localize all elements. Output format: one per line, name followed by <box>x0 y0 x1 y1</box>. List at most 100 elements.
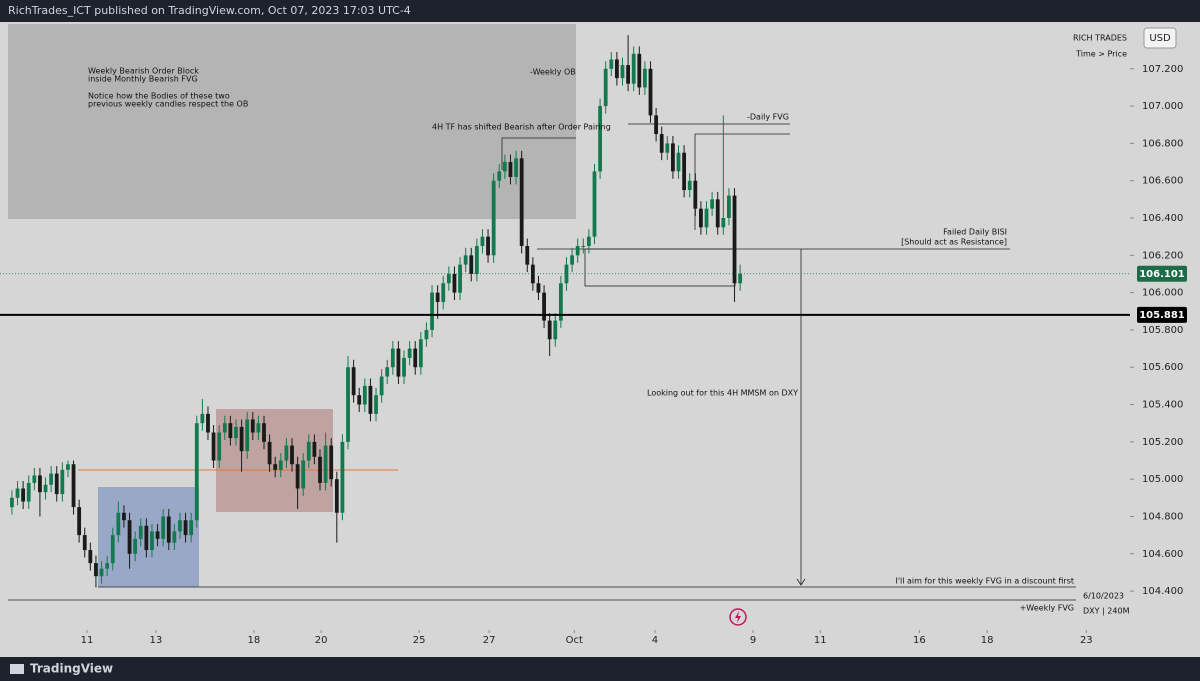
y-tick-label: 106.600 <box>1142 176 1183 187</box>
candle-body <box>94 563 98 577</box>
x-tick-label: 18 <box>981 635 994 646</box>
annotation: Looking out for this 4H MMSM on DXY <box>647 389 798 398</box>
candle-body <box>368 385 373 414</box>
annotation: Weekly Bearish Order Block <box>88 67 199 76</box>
candle-body <box>687 180 692 191</box>
weekly-ob-box <box>8 24 576 219</box>
events-icon[interactable] <box>729 608 747 626</box>
candle-body <box>54 473 59 495</box>
candle-body <box>430 292 434 330</box>
candle-body <box>256 423 261 433</box>
y-tick-label: 106.400 <box>1142 213 1183 224</box>
candle-body <box>346 367 350 442</box>
price-label: 105.881 <box>1139 310 1185 321</box>
info: DXY | 240M <box>1083 607 1130 616</box>
y-tick-label: 106.000 <box>1142 288 1183 299</box>
candle-body <box>654 115 659 135</box>
candle-body <box>547 320 552 340</box>
candle-body <box>329 445 334 480</box>
annotation: Notice how the Bodies of these two <box>88 92 230 101</box>
candle-body <box>60 469 65 495</box>
candle-body <box>491 180 496 256</box>
y-tick-label: 107.000 <box>1142 101 1183 112</box>
currency[interactable]: USD <box>1149 33 1171 44</box>
candle-body <box>424 329 429 340</box>
price-label: 106.101 <box>1139 269 1185 280</box>
candle-body <box>598 106 602 172</box>
candle-body <box>385 367 390 377</box>
candle-body <box>648 68 653 116</box>
candle-body <box>497 171 502 181</box>
candle-body <box>133 538 138 554</box>
x-tick-label: 25 <box>413 635 426 646</box>
candle-body <box>502 162 507 172</box>
x-tick-label: Oct <box>566 635 583 646</box>
candle-body <box>301 460 306 489</box>
bolt <box>735 611 741 623</box>
currency-button[interactable] <box>1143 27 1177 49</box>
candle-body <box>228 423 233 439</box>
candle-body <box>10 497 14 508</box>
candle-body <box>626 65 630 84</box>
logo <box>10 664 24 674</box>
annotation: previous weekly candles respect the OB <box>88 100 248 109</box>
candle-body <box>530 264 535 284</box>
candle-body <box>284 445 289 461</box>
candle-body <box>407 348 412 358</box>
candle-body <box>110 535 115 564</box>
candle-body <box>323 445 328 483</box>
x-tick-label: 20 <box>315 635 328 646</box>
candle-body <box>144 525 149 551</box>
candle-body <box>581 245 586 247</box>
candle-body <box>536 283 541 293</box>
candle-body <box>609 59 614 69</box>
candle-body <box>99 568 104 577</box>
y-tick-label: 104.600 <box>1142 549 1183 560</box>
candle-body <box>306 441 311 461</box>
candle-body <box>312 441 317 457</box>
candle-body <box>542 292 546 321</box>
y-tick-label: 105.400 <box>1142 400 1183 411</box>
scale-label: Time > Price <box>1075 50 1127 59</box>
y-tick-label: 105.200 <box>1142 437 1183 448</box>
candle-body <box>15 488 20 498</box>
x-tick-label: 9 <box>750 635 756 646</box>
candle-body <box>418 339 423 368</box>
candle-body <box>239 426 244 452</box>
candle-body <box>564 264 569 284</box>
candle-body <box>105 563 110 569</box>
candle-body <box>592 171 597 237</box>
price-label-bg <box>1137 306 1187 323</box>
candle-body <box>402 357 406 377</box>
candle-body <box>267 441 272 465</box>
candle-body <box>161 516 166 539</box>
x-tick-label: 27 <box>483 635 496 646</box>
annotation: -Weekly OB <box>530 68 576 77</box>
candle-body <box>189 520 194 536</box>
candle-body <box>671 143 675 172</box>
candle-body <box>217 432 222 461</box>
candle-body <box>446 273 451 284</box>
candle-body <box>699 208 703 228</box>
annotation: Failed Daily BISI <box>943 228 1007 237</box>
candle-body <box>603 68 608 107</box>
candle-body <box>273 464 278 470</box>
y-tick-label: 105.000 <box>1142 474 1183 485</box>
candle-body <box>458 264 462 293</box>
x-tick-label: 23 <box>1080 635 1093 646</box>
candle-body <box>659 134 664 153</box>
candle-body <box>250 419 255 433</box>
candle-body <box>665 143 670 153</box>
candle-body <box>553 320 558 340</box>
candle-body <box>138 525 143 539</box>
candle-body <box>452 273 457 293</box>
info: 6/10/2023 <box>1083 592 1124 601</box>
candle-body <box>738 273 743 284</box>
4h-bracket <box>501 137 576 170</box>
candle-body <box>469 255 474 274</box>
candle-body <box>435 292 440 302</box>
candle-body <box>150 531 154 551</box>
candle-body <box>441 283 446 302</box>
candle-body <box>245 419 250 452</box>
